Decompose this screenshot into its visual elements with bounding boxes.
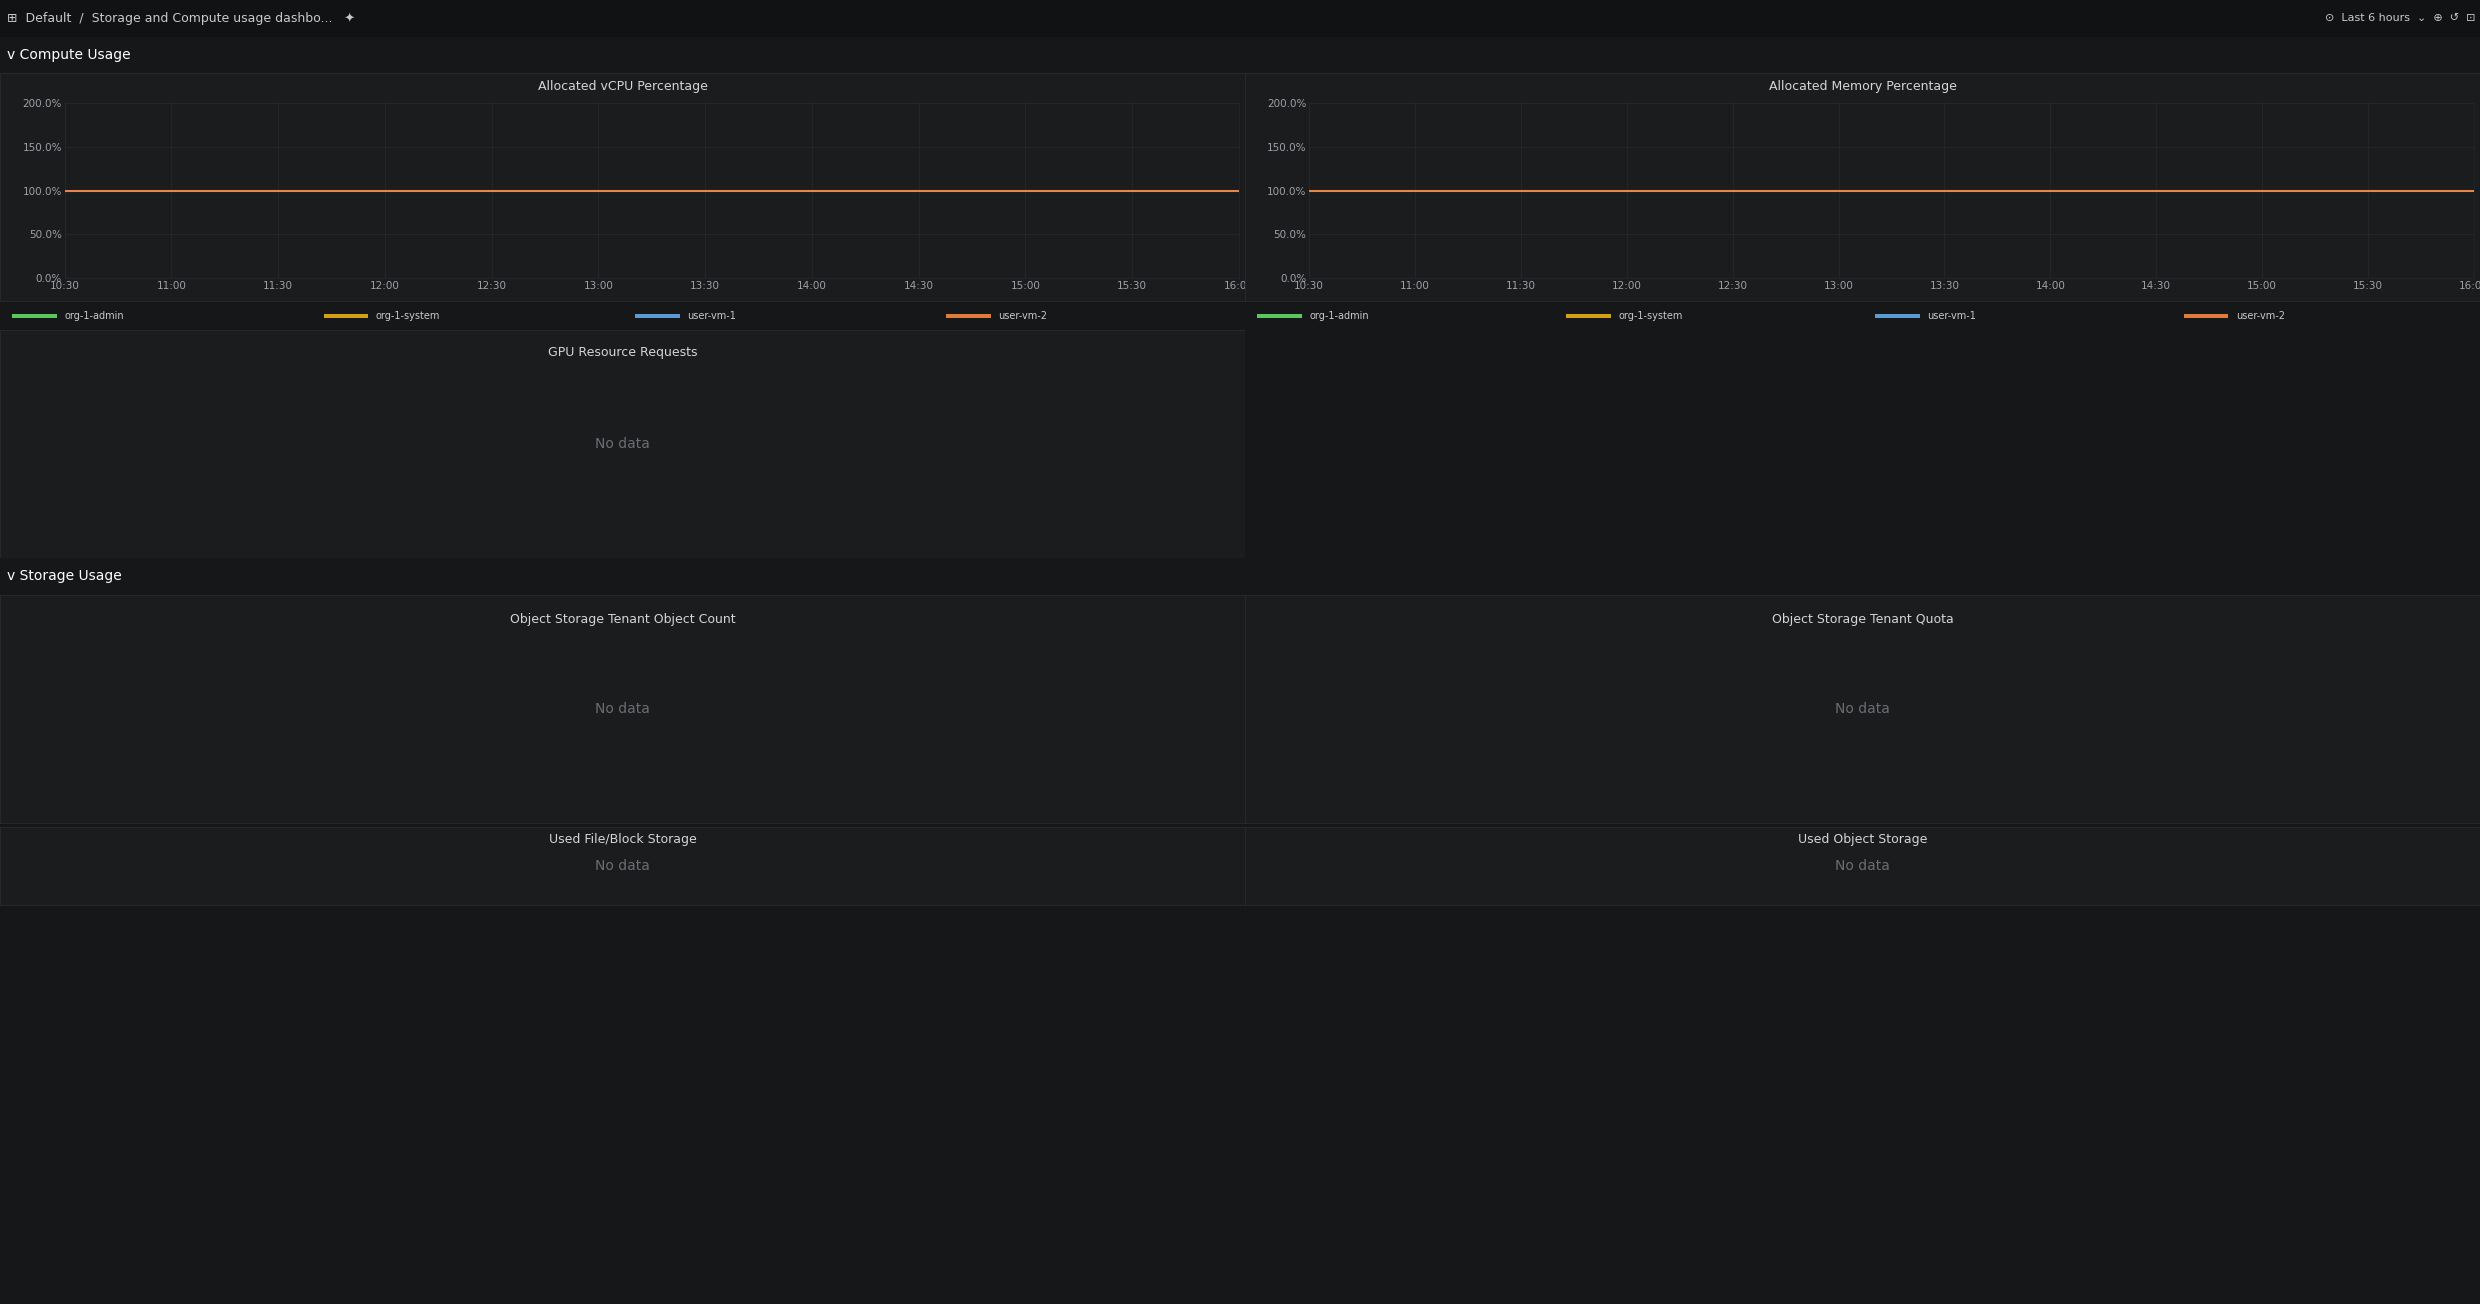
Text: No data: No data <box>595 859 650 872</box>
Text: Object Storage Tenant Object Count: Object Storage Tenant Object Count <box>511 613 734 626</box>
Text: GPU Resource Requests: GPU Resource Requests <box>548 346 697 359</box>
Text: org-1-admin: org-1-admin <box>64 310 124 321</box>
Text: user-vm-2: user-vm-2 <box>2237 310 2284 321</box>
Text: user-vm-2: user-vm-2 <box>997 310 1047 321</box>
Text: No data: No data <box>595 437 650 451</box>
Text: No data: No data <box>595 702 650 716</box>
Text: ⊞  Default  /  Storage and Compute usage dashbo...   ✦: ⊞ Default / Storage and Compute usage da… <box>7 12 355 25</box>
Text: org-1-system: org-1-system <box>1619 310 1681 321</box>
Text: org-1-admin: org-1-admin <box>1309 310 1369 321</box>
Text: Allocated vCPU Percentage: Allocated vCPU Percentage <box>538 80 707 93</box>
Text: org-1-system: org-1-system <box>377 310 439 321</box>
Text: No data: No data <box>1835 859 1890 872</box>
Text: Object Storage Tenant Quota: Object Storage Tenant Quota <box>1771 613 1954 626</box>
Text: v Compute Usage: v Compute Usage <box>7 48 131 61</box>
Text: v Storage Usage: v Storage Usage <box>7 570 122 583</box>
Text: user-vm-1: user-vm-1 <box>687 310 737 321</box>
Text: Used Object Storage: Used Object Storage <box>1798 833 1927 846</box>
Text: user-vm-1: user-vm-1 <box>1927 310 1977 321</box>
Text: No data: No data <box>1835 702 1890 716</box>
Text: Allocated Memory Percentage: Allocated Memory Percentage <box>1768 80 1957 93</box>
Text: Used File/Block Storage: Used File/Block Storage <box>548 833 697 846</box>
Text: ⊙  Last 6 hours  ⌄  ⊕  ↺  ⊡: ⊙ Last 6 hours ⌄ ⊕ ↺ ⊡ <box>2324 13 2475 23</box>
